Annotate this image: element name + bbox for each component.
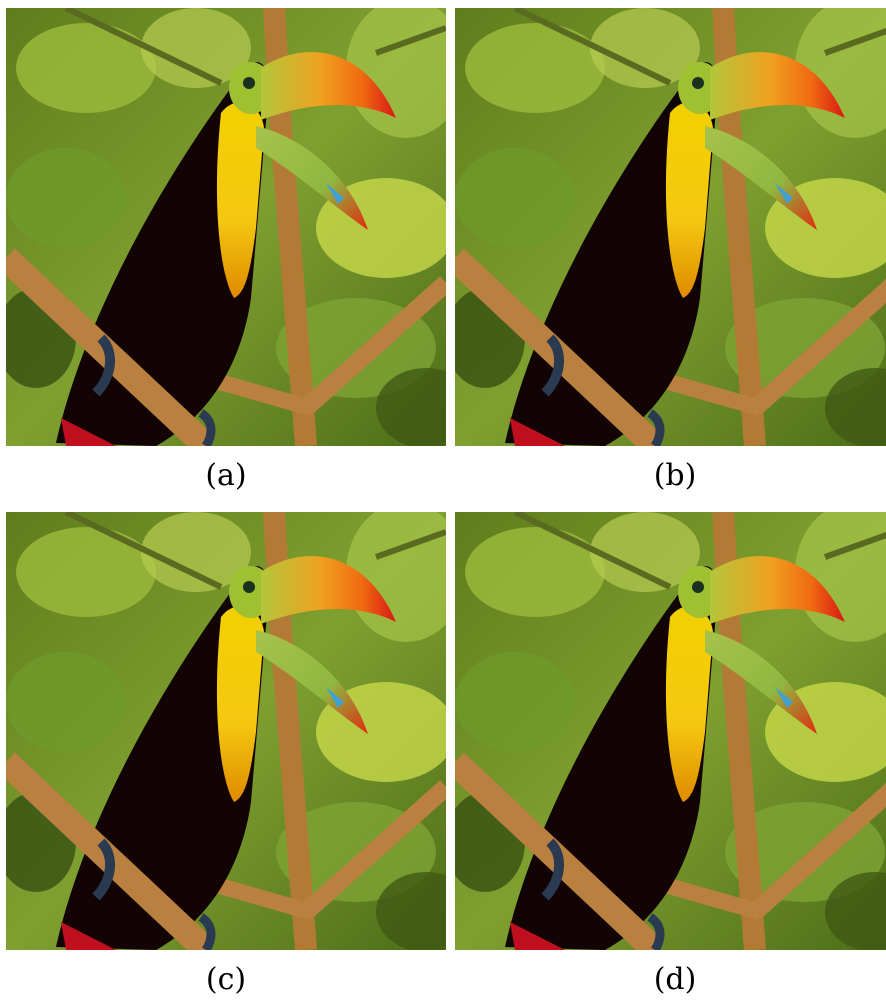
panel-caption: (b) [654,458,697,493]
panel-caption: (a) [205,458,246,493]
panel-grid: (a) (b) (c) (d) [0,0,886,997]
panel-image [0,502,476,952]
panel-caption: (d) [654,962,697,997]
panel-image [0,0,476,448]
figure: (a) (b) (c) (d) [0,0,886,1001]
panel-image [445,0,886,448]
panel-image [445,502,886,952]
panel-caption: (c) [206,962,246,997]
